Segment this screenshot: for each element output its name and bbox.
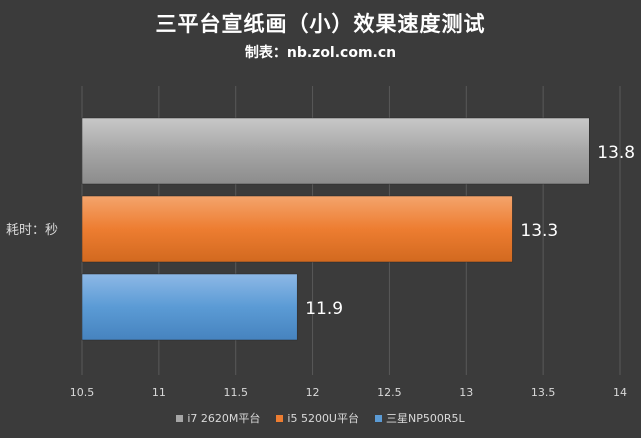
legend: i7 2620M平台 i5 5200U平台 三星NP500R5L <box>0 410 641 426</box>
legend-label: 三星NP500R5L <box>386 412 465 425</box>
legend-swatch <box>276 414 284 422</box>
y-axis-label: 耗时：秒 <box>6 223 58 238</box>
legend-label: i5 5200U平台 <box>287 412 359 425</box>
x-tick-label: 14 <box>613 386 627 399</box>
x-tick-label: 13.5 <box>531 386 556 399</box>
x-tick-label: 12 <box>306 386 320 399</box>
legend-item: i5 5200U平台 <box>276 410 359 426</box>
bar <box>81 117 590 185</box>
legend-swatch <box>375 414 382 422</box>
x-tick-label: 13 <box>459 386 473 399</box>
data-label: 13.8 <box>597 143 635 163</box>
chart-title: 三平台宣纸画（小）效果速度测试 <box>155 12 486 36</box>
bar <box>81 273 298 341</box>
data-label: 13.3 <box>520 221 558 241</box>
bar <box>81 195 513 263</box>
x-tick-label: 11.5 <box>223 386 248 399</box>
legend-item: 三星NP500R5L <box>375 410 465 426</box>
x-tick-label: 10.5 <box>70 386 95 399</box>
chart-subtitle: 制表：nb.zol.com.cn <box>244 45 397 61</box>
x-tick-label: 11 <box>152 386 166 399</box>
x-tick-label: 12.5 <box>377 386 402 399</box>
data-label: 11.9 <box>305 299 343 319</box>
legend-label: i7 2620M平台 <box>187 412 261 425</box>
legend-item: i7 2620M平台 <box>176 410 260 426</box>
legend-swatch <box>176 414 184 422</box>
